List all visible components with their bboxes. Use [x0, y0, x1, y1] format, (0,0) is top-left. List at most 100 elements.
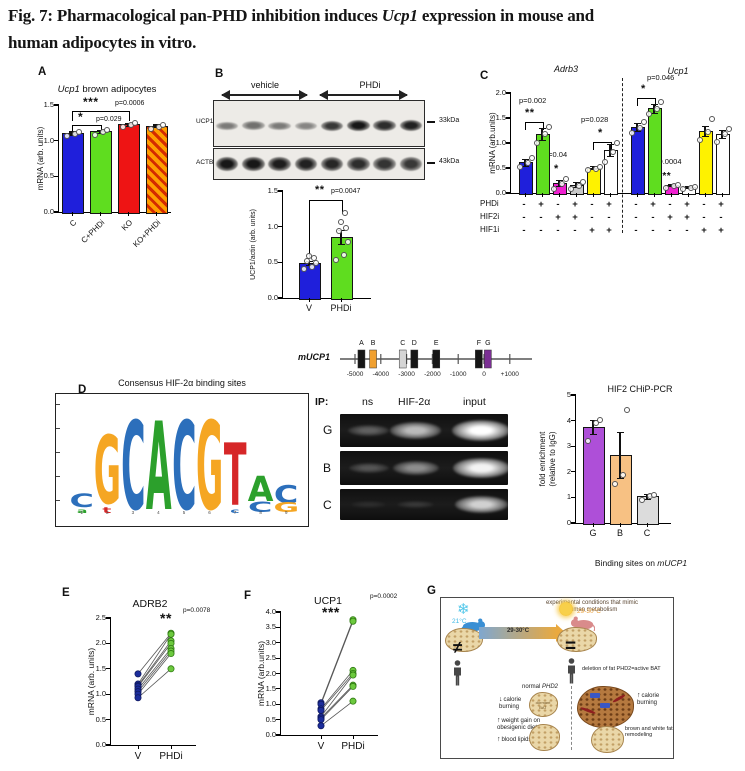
data-point: [132, 120, 138, 127]
error-bar-cap: [718, 137, 726, 139]
protein-band: [268, 121, 291, 130]
data-point: [349, 682, 357, 690]
gel-row-label-b: B: [323, 461, 332, 475]
y-tick: [506, 92, 511, 94]
significance-stars: **: [160, 610, 172, 626]
p-value: p=0.0002: [370, 593, 398, 600]
up-arrow-icon: ↑: [497, 717, 501, 724]
logo-x-tick-label: 6: [208, 510, 211, 515]
bar: [631, 127, 645, 195]
y-tick: [54, 211, 59, 213]
y-tick: [506, 192, 511, 194]
left-item1-text: calorie burning: [499, 697, 522, 711]
logo-letter: T: [223, 426, 247, 526]
binding-site-label: B: [371, 340, 376, 347]
y-tick: [571, 420, 576, 422]
x-tick: [647, 523, 649, 527]
dna-band: [392, 461, 439, 475]
data-point: [333, 256, 339, 263]
significance-stars: ***: [83, 95, 99, 109]
condition-symbol: -: [634, 199, 638, 210]
binding-site-box: [484, 349, 492, 369]
condition-row: PHDi - + - + - + - + - + - +: [478, 199, 745, 212]
error-bar-cap: [616, 432, 624, 434]
y-tick-label: 5: [566, 390, 571, 399]
error-bar-cap: [643, 498, 651, 500]
protein-band: [242, 156, 265, 172]
significance-bracket: [525, 122, 544, 130]
marker-33kda: 33kDa: [439, 117, 460, 124]
x-tick: [525, 193, 527, 197]
y-tick: [278, 297, 283, 299]
y-tick: [276, 657, 281, 659]
right-note: deletion of fat PHD2=active BAT: [582, 666, 661, 672]
logo-column: C: [171, 402, 197, 528]
y-tick: [506, 167, 511, 169]
x-category-label: G: [589, 528, 597, 538]
x-category-label: C: [643, 528, 651, 538]
condition-symbol: -: [685, 225, 689, 236]
condition-symbol: +: [589, 225, 595, 236]
logo-x-tick-label: 1: [80, 510, 84, 515]
gene-map-tick-label: -3000: [398, 371, 415, 378]
data-point: [311, 255, 317, 262]
panel-e-title: ADRB2: [132, 598, 168, 610]
condition-symbol: -: [651, 225, 655, 236]
data-point: [629, 130, 635, 136]
binding-site-label: F: [477, 340, 481, 347]
gene-map-tick-label: 0: [482, 371, 486, 378]
condition-symbol: -: [607, 212, 611, 223]
y-tick-label: 1.5: [265, 683, 276, 693]
blot-protein-label-actb: ACTB: [196, 159, 214, 166]
p-value: p=0.029: [96, 116, 122, 123]
binding-site-box: [357, 349, 366, 369]
significance-bracket: [637, 98, 656, 106]
y-tick: [106, 668, 111, 670]
y-tick: [276, 611, 281, 613]
binding-site-box: [410, 349, 419, 369]
left-item-calorie: ↓calorie burning: [499, 696, 533, 711]
gel-row-label-c: C: [323, 498, 332, 512]
x-tick: [610, 193, 612, 197]
condition-symbol: -: [651, 212, 655, 223]
data-point: [317, 706, 325, 714]
y-tick-label: 1.0: [265, 699, 276, 709]
adipose-blob: [591, 726, 624, 753]
chip-ylabel-line1: fold enrichment: [538, 431, 547, 487]
error-bar-cap: [633, 123, 641, 125]
data-point: [585, 167, 591, 173]
y-tick-label: 4: [566, 415, 571, 425]
data-point: [517, 163, 523, 170]
panel-b-ylabel: UCP1/actin (arb. units): [250, 209, 257, 280]
ip-label: IP:: [315, 396, 329, 408]
y-tick: [106, 693, 111, 695]
significance-bracket: [593, 142, 612, 150]
significance-stars: *: [641, 83, 646, 95]
dna-band: [397, 500, 435, 509]
gene-name: mUCP1: [298, 352, 331, 362]
human-icon: [454, 660, 461, 686]
logo-letter: C: [248, 500, 273, 516]
warm-temperature: 29-30°C: [577, 608, 601, 615]
y-tick-label: 2.0: [265, 668, 276, 678]
condition-symbol: -: [668, 199, 672, 210]
logo-letter: G: [195, 397, 224, 538]
data-point: [602, 158, 608, 165]
panel-e-plot: 0.0 0.5 1.0 1.5 2.0 2.5 V PHDi: [96, 613, 196, 762]
y-tick: [276, 703, 281, 705]
y-tick: [276, 719, 281, 721]
logo-letter: A: [145, 397, 172, 538]
protein-band: [268, 156, 291, 172]
data-point: [341, 251, 347, 258]
condition-symbol: -: [719, 212, 723, 223]
adipose-blob: [529, 724, 560, 751]
western-blot-ucp1: [213, 100, 425, 147]
phdi-range-arrow: [319, 90, 408, 100]
data-point: [148, 125, 154, 132]
chip-pcr-chart: HIF2 CHiP-PCR fold enrichment (relative …: [538, 376, 745, 572]
gene-map-tick-label: +1000: [501, 371, 520, 378]
sun-icon: [559, 602, 573, 616]
panel-f: F UCP1 p=0.0002 *** mRNA (arb.units) 0.0…: [236, 582, 420, 771]
